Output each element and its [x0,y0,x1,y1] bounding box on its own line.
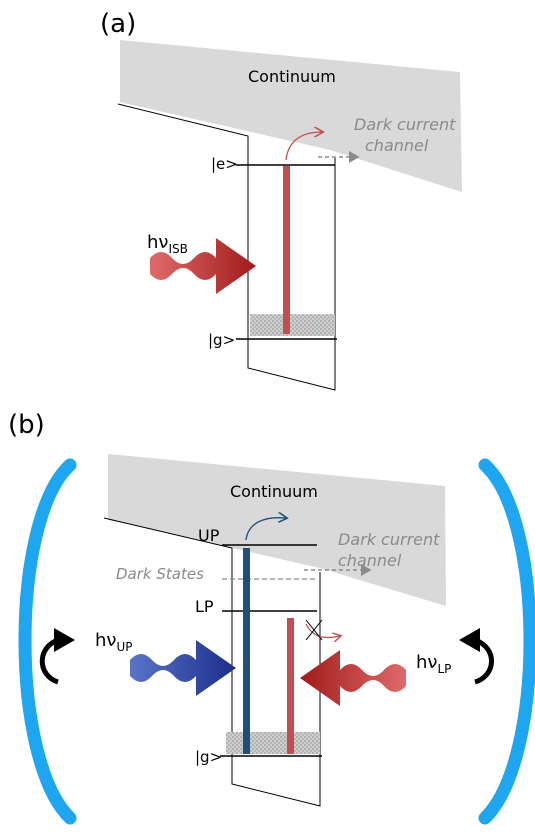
lp-photon-arrow [300,650,406,706]
dark-states-label: Dark States [116,565,204,583]
lp-transition [287,618,294,754]
dark-current-label-line2: channel [365,136,429,155]
up-photon-arrow [130,640,236,696]
ground-state-label: |g> [208,331,235,349]
dark-current-label-line1: Dark current [338,530,440,549]
isb-photon-arrow [150,238,256,294]
ground-state-population [250,314,335,336]
escape-arrow [285,132,322,161]
left-cavity-mirror [18,458,77,825]
upper-polariton-label: UP [198,526,220,545]
up-transition [243,548,250,754]
quantum-well-profile [117,103,336,391]
lp-photon-subscript: LP [437,662,451,676]
dark-current-label-line2: channel [338,551,402,570]
panel-a-label: (a) [100,9,136,39]
isb-photon-subscript: ISB [168,242,187,256]
dark-current-label-line1: Dark current [354,115,456,134]
isb-photon-label: hνISB [147,232,188,256]
isb-photon-symbol: hν [147,232,168,253]
ground-state-population [226,732,320,754]
panel-b: (b) Continuum |g> UP Dark States LP [8,410,535,825]
panel-a: (a) Continuum |g> |e> Dark current chann… [100,9,462,391]
left-circulation-arrow [39,628,75,685]
up-photon-label: hνUP [95,630,133,654]
continuum-label: Continuum [230,482,318,501]
ground-state-label: |g> [195,748,222,766]
lp-photon-label: hνLP [416,652,451,676]
continuum-label: Continuum [248,67,336,86]
isb-transition [283,166,290,334]
continuum-region [120,40,462,192]
lower-polariton-label: LP [195,597,214,616]
panel-b-label: (b) [8,410,45,440]
right-circulation-arrow [459,628,494,685]
up-escape-arrow [245,518,286,541]
right-cavity-mirror [478,458,535,825]
blocked-cross-icon [305,619,323,641]
up-photon-subscript: UP [116,640,132,654]
lp-photon-symbol: hν [416,652,437,673]
excited-state-label: |e> [211,155,238,173]
up-photon-symbol: hν [95,630,116,651]
quantum-well-profile [103,517,321,807]
